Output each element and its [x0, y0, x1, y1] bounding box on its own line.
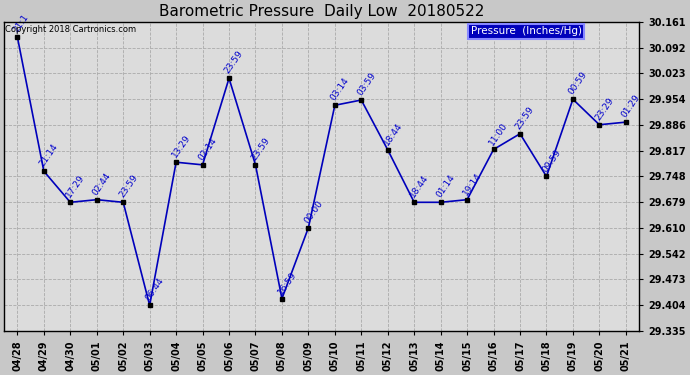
Text: 23:59: 23:59	[223, 49, 245, 75]
Text: Copyright 2018 Cartronics.com: Copyright 2018 Cartronics.com	[6, 25, 137, 34]
Text: 23:59: 23:59	[514, 105, 536, 131]
Text: 03:14: 03:14	[329, 76, 351, 102]
Text: 21:14: 21:14	[38, 142, 60, 168]
Text: 00:59: 00:59	[567, 70, 589, 96]
Text: 02:44: 02:44	[91, 171, 112, 197]
Text: 06:44: 06:44	[144, 276, 166, 303]
Text: 16:59: 16:59	[276, 270, 298, 296]
Text: 18:44: 18:44	[408, 173, 431, 200]
Text: 23:59: 23:59	[117, 173, 139, 200]
Text: 17:29: 17:29	[64, 173, 86, 200]
Text: 23:59: 23:59	[250, 136, 272, 162]
Text: 23:29: 23:29	[593, 96, 615, 122]
Text: 19:14: 19:14	[461, 171, 483, 197]
Text: 01:29: 01:29	[620, 93, 642, 119]
Text: 02:14: 02:14	[197, 136, 219, 162]
Text: 01:14: 01:14	[435, 173, 457, 200]
Text: 09:59: 09:59	[540, 147, 563, 174]
Text: 18:44: 18:44	[382, 121, 404, 147]
Text: 00:00: 00:00	[302, 199, 324, 225]
Text: Pressure  (Inches/Hg): Pressure (Inches/Hg)	[471, 26, 582, 36]
Text: 13:29: 13:29	[170, 133, 193, 159]
Text: 11:00: 11:00	[488, 120, 510, 147]
Text: 03:59: 03:59	[355, 71, 377, 97]
Title: Barometric Pressure  Daily Low  20180522: Barometric Pressure Daily Low 20180522	[159, 4, 484, 19]
Text: 21:1: 21:1	[12, 13, 30, 34]
